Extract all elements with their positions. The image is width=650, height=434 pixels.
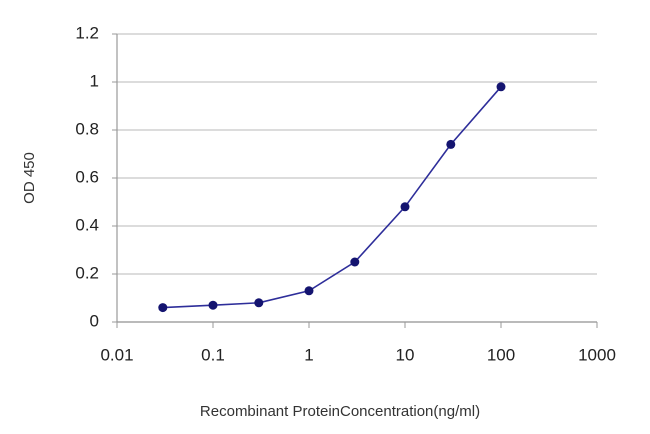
data-point: [446, 139, 456, 149]
y-tick-label: 1: [90, 71, 99, 90]
y-tick-label: 0.6: [75, 167, 99, 186]
x-tick-label: 100: [487, 345, 515, 364]
x-tick-label: 1000: [578, 345, 616, 364]
x-tick-label: 10: [396, 345, 415, 364]
x-axis-title: Recombinant ProteinConcentration(ng/ml): [200, 403, 480, 420]
y-tick-label: 0.8: [75, 119, 99, 138]
y-tick-label: 0: [90, 311, 99, 330]
x-tick-label: 1: [304, 345, 313, 364]
y-axis-title: OD 450: [21, 152, 38, 204]
y-tick-label: 0.4: [75, 215, 99, 234]
data-point: [208, 300, 218, 310]
data-point: [254, 298, 264, 308]
data-point: [158, 303, 168, 313]
x-tick-label: 0.01: [100, 345, 133, 364]
y-tick-label: 0.2: [75, 263, 99, 282]
data-point: [400, 202, 410, 212]
y-tick-label: 1.2: [75, 23, 99, 42]
data-point: [350, 257, 360, 267]
data-point: [304, 286, 314, 296]
data-point: [496, 82, 506, 92]
x-tick-label: 0.1: [201, 345, 225, 364]
data-line: [162, 86, 502, 309]
